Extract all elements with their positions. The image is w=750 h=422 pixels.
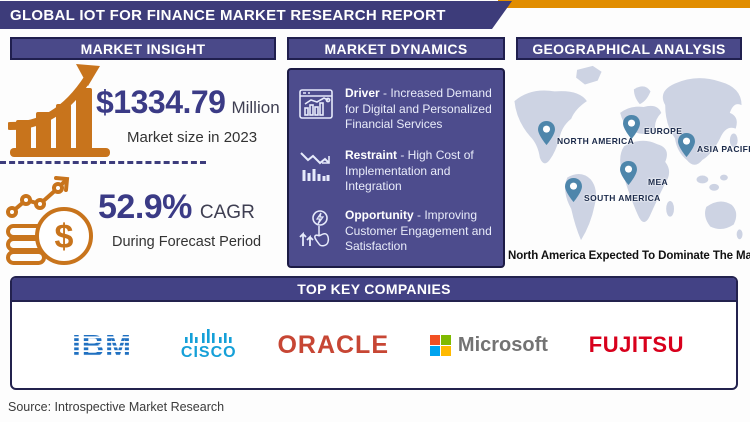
dynamics-item-text: Driver - Increased Demand for Digital an… — [345, 86, 499, 133]
top-key-companies-box: TOP KEY COMPANIES IBM — [10, 276, 738, 390]
company-logos-row: IBM CISCO — [12, 302, 736, 388]
opportunity-label: Opportunity — [345, 208, 414, 222]
map-label-mea: MEA — [648, 177, 669, 187]
cisco-logo: CISCO — [180, 328, 237, 362]
dynamics-item-restraint: Restraint - High Cost of Implementation … — [297, 148, 499, 195]
dynamics-item-text: Restraint - High Cost of Implementation … — [345, 148, 499, 195]
market-insight-header: MARKET INSIGHT — [10, 37, 276, 60]
fujitsu-logo: FUJITSU — [589, 332, 684, 358]
map-label-north-america: NORTH AMERICA — [557, 136, 635, 146]
cagr-unit: CAGR — [199, 202, 255, 223]
top-key-companies-header: TOP KEY COMPANIES — [12, 278, 736, 302]
map-pin-europe — [623, 115, 640, 139]
market-insight-title: MARKET INSIGHT — [80, 40, 206, 57]
source-note: Source: Introspective Market Research — [8, 400, 225, 414]
ibm-logo-text: IBM — [72, 329, 132, 361]
cagr-value-row: 52.9% CAGR — [98, 188, 255, 227]
microsoft-logo-text: Microsoft — [457, 333, 548, 356]
growth-hand-icon — [297, 208, 335, 255]
report-title: GLOBAL IOT FOR FINANCE MARKET RESEARCH R… — [10, 6, 446, 24]
map-label-south-america: SOUTH AMERICA — [584, 193, 661, 203]
growth-bar-chart-icon — [6, 62, 114, 167]
map-label-asia-pacific: ASIA PACIFIC — [697, 144, 750, 154]
map-pin-mea — [620, 161, 637, 185]
declining-chart-icon — [297, 148, 335, 195]
market-size-unit: Million — [231, 98, 280, 117]
restraint-text: - High Cost of Implementation and Integr… — [345, 148, 474, 194]
market-size-value-row: $1334.79 Million — [96, 84, 280, 121]
geographical-analysis-header: GEOGRAPHICAL ANALYSIS — [516, 37, 742, 60]
world-map — [508, 62, 748, 248]
map-pin-asia-pacific — [678, 133, 695, 157]
cisco-bars-icon — [184, 328, 232, 343]
ibm-logo: IBM — [64, 329, 140, 361]
cisco-logo-text: CISCO — [180, 343, 237, 361]
map-pin-south-america — [565, 178, 582, 202]
market-size-caption: Market size in 2023 — [127, 129, 258, 146]
fujitsu-logo-text: FUJITSU — [588, 332, 684, 357]
cagr-value: 52.9% — [98, 188, 192, 226]
dynamics-item-driver: Driver - Increased Demand for Digital an… — [297, 86, 499, 133]
svg-text:$: $ — [55, 218, 74, 256]
map-pin-north-america — [538, 121, 555, 145]
driver-label: Driver — [345, 86, 380, 100]
dynamics-item-opportunity: Opportunity - Improving Customer Engagem… — [297, 208, 499, 255]
map-label-europe: EUROPE — [644, 126, 683, 136]
market-dynamics-title: MARKET DYNAMICS — [324, 40, 468, 57]
market-dynamics-panel: Driver - Increased Demand for Digital an… — [287, 68, 505, 268]
cagr-caption: During Forecast Period — [112, 234, 262, 250]
map-caption: North America Expected To Dominate The M… — [508, 250, 750, 262]
driver-text: - Increased Demand for Digital and Perso… — [345, 86, 492, 132]
microsoft-logo: Microsoft — [429, 333, 548, 357]
top-orange-strip — [498, 0, 750, 8]
restraint-label: Restraint — [345, 148, 398, 162]
chart-window-icon — [297, 86, 335, 133]
oracle-logo: ORACLE — [277, 331, 389, 360]
microsoft-squares-icon — [429, 334, 451, 356]
oracle-logo-text: ORACLE — [277, 330, 390, 359]
opportunity-text: - Improving Customer Engagement and Sati… — [345, 208, 492, 254]
market-size-value: $1334.79 — [96, 84, 226, 120]
market-dynamics-header: MARKET DYNAMICS — [287, 37, 505, 60]
dynamics-item-text: Opportunity - Improving Customer Engagem… — [345, 208, 499, 255]
top-key-companies-title: TOP KEY COMPANIES — [297, 281, 451, 297]
coins-growth-icon: $ — [4, 170, 99, 270]
report-header: GLOBAL IOT FOR FINANCE MARKET RESEARCH R… — [0, 1, 512, 29]
dashed-divider — [0, 161, 206, 164]
geographical-analysis-title: GEOGRAPHICAL ANALYSIS — [532, 40, 726, 57]
